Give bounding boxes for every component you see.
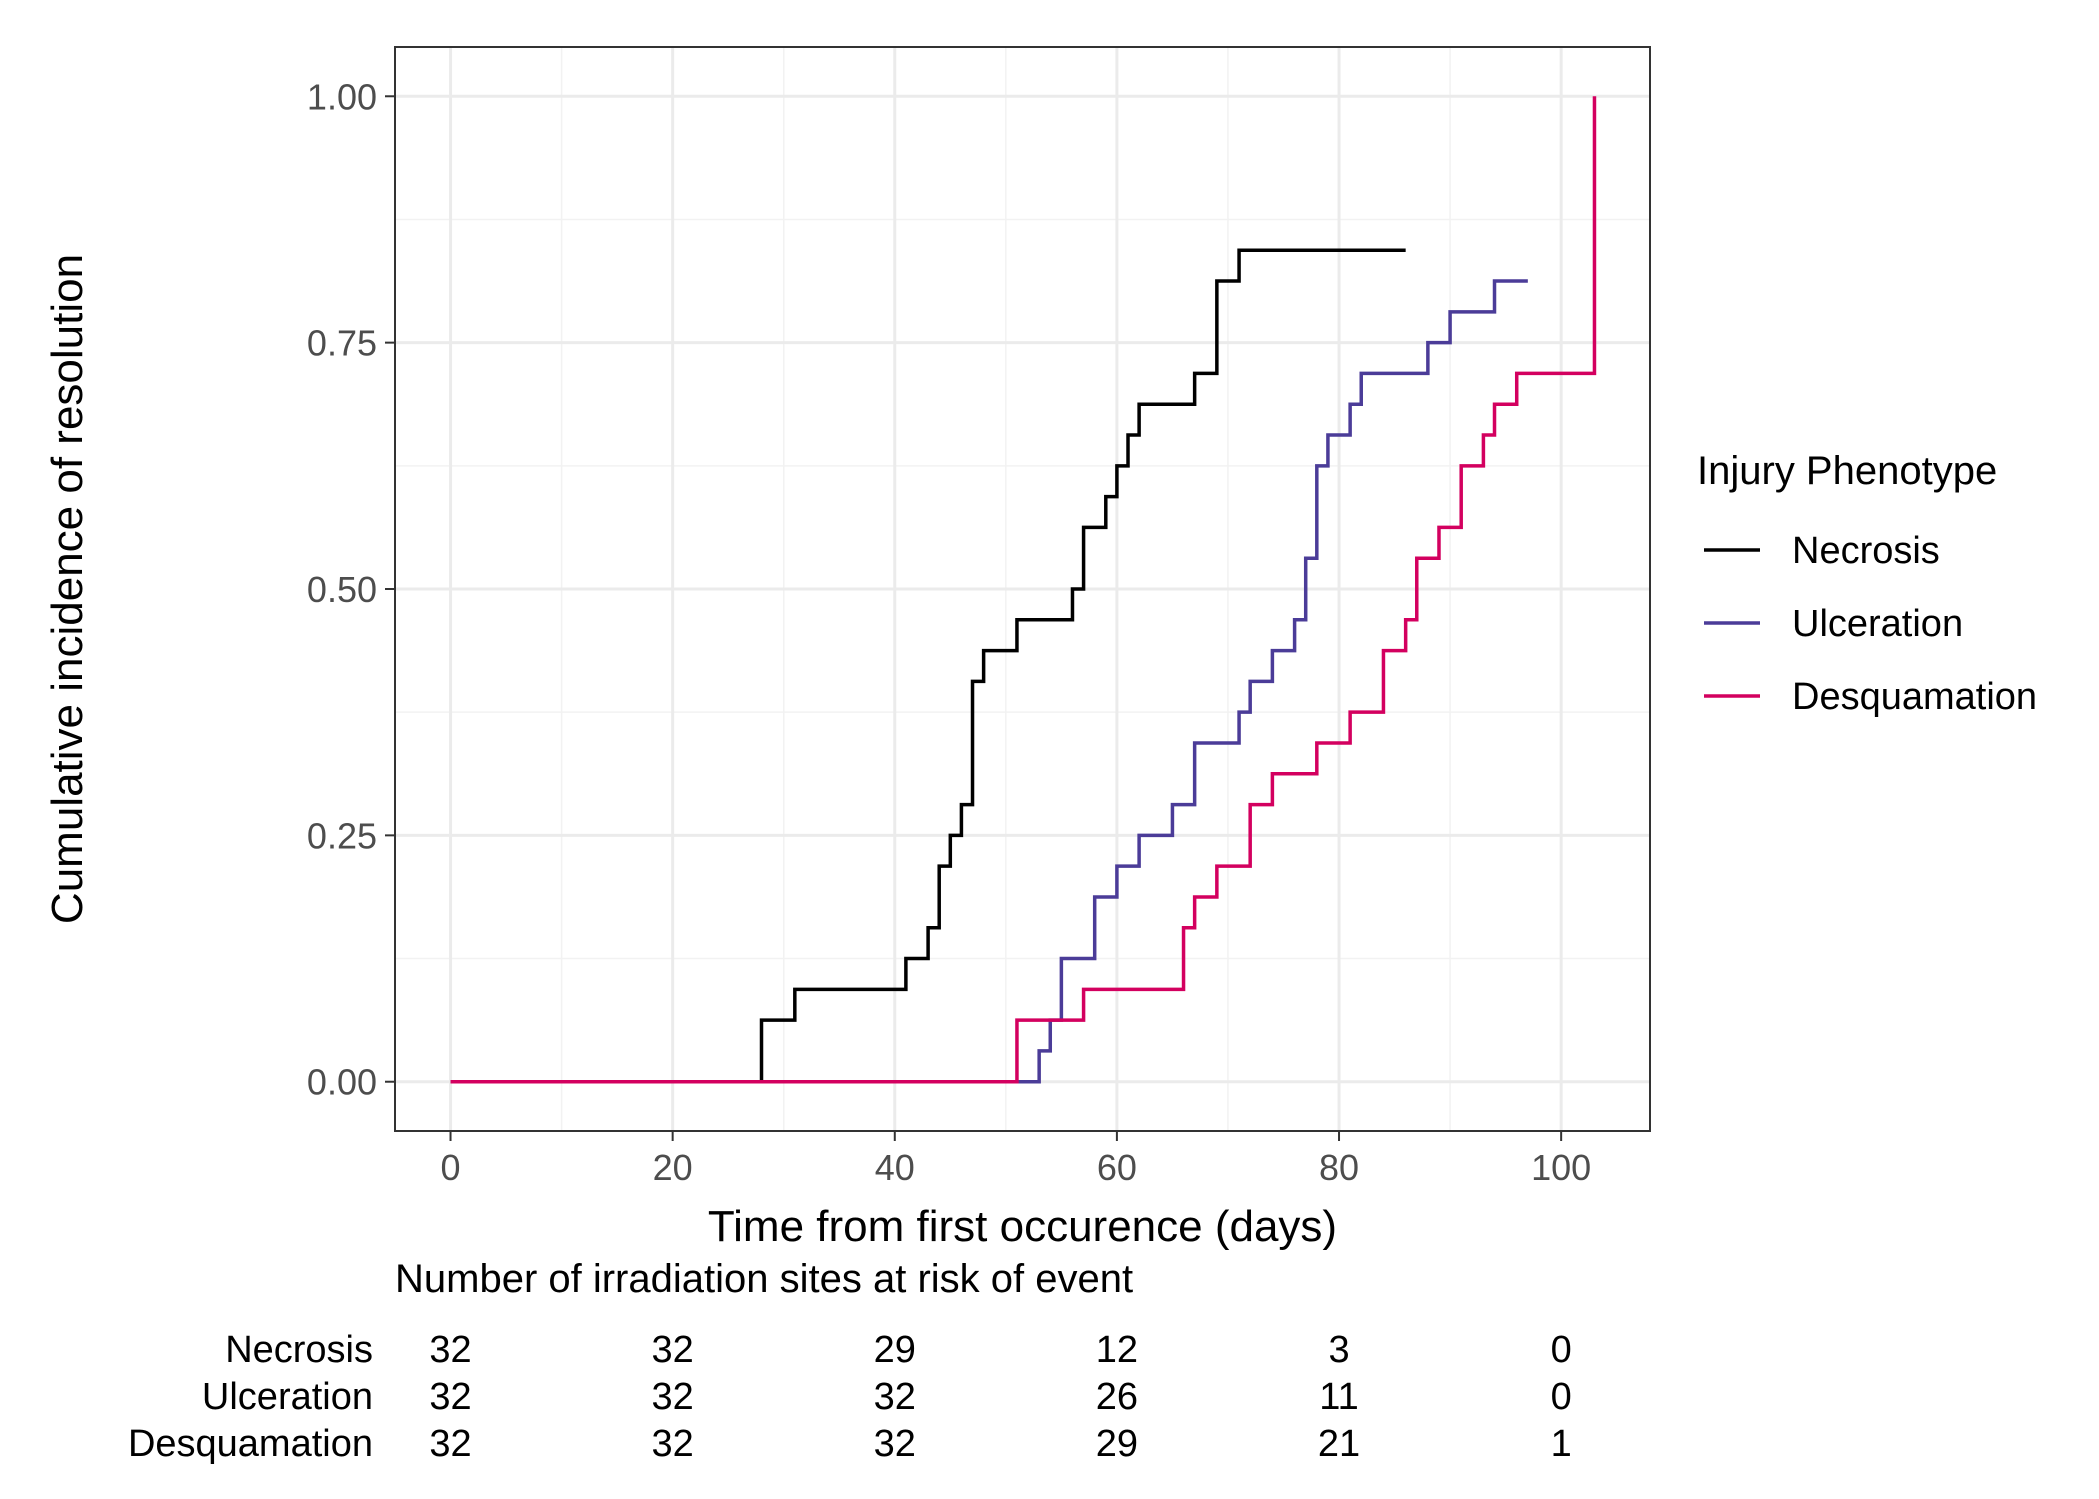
x-tick-label: 0 bbox=[441, 1147, 461, 1188]
risk-cell: 12 bbox=[1096, 1329, 1138, 1371]
risk-cell: 11 bbox=[1319, 1376, 1358, 1418]
risk-cell: 0 bbox=[1551, 1329, 1572, 1371]
x-tick-label: 20 bbox=[653, 1147, 693, 1188]
x-tick-label: 100 bbox=[1531, 1147, 1591, 1188]
risk-cell: 32 bbox=[429, 1329, 471, 1371]
y-axis-label: Cumulative incidence of resolution bbox=[43, 254, 92, 924]
series-lines bbox=[450, 96, 1597, 1084]
x-axis-label: Time from first occurence (days) bbox=[708, 1202, 1337, 1251]
risk-cell: 29 bbox=[874, 1329, 916, 1371]
risk-row-label: Desquamation bbox=[128, 1423, 373, 1465]
risk-table: Number of irradiation sites at risk of e… bbox=[128, 1257, 1572, 1465]
axes: 0 20 40 60 80 100 0.00 0.25 0.50 0.75 1.00 bbox=[307, 76, 1591, 1188]
y-tick-label: 0.50 bbox=[307, 569, 377, 610]
risk-cell: 32 bbox=[429, 1376, 471, 1418]
y-tick-label: 0.75 bbox=[307, 323, 377, 364]
risk-cell: 32 bbox=[874, 1423, 916, 1465]
series-line-ulceration bbox=[450, 279, 1528, 1084]
risk-table-title: Number of irradiation sites at risk of e… bbox=[395, 1257, 1133, 1301]
risk-cell: 21 bbox=[1318, 1423, 1360, 1465]
legend-label: Ulceration bbox=[1792, 603, 1963, 645]
risk-cell: 29 bbox=[1096, 1423, 1138, 1465]
x-tick-label: 40 bbox=[875, 1147, 915, 1188]
x-tick-label: 60 bbox=[1097, 1147, 1137, 1188]
legend-label: Desquamation bbox=[1792, 676, 2037, 718]
risk-cell: 26 bbox=[1096, 1376, 1138, 1418]
risk-row-label: Ulceration bbox=[202, 1376, 373, 1418]
risk-cell: 32 bbox=[652, 1423, 694, 1465]
legend-title: Injury Phenotype bbox=[1697, 449, 1997, 493]
y-tick-label: 0.25 bbox=[307, 815, 377, 856]
grid-lines bbox=[395, 47, 1650, 1131]
y-tick-label: 0.00 bbox=[307, 1062, 377, 1103]
x-tick-label: 80 bbox=[1319, 1147, 1359, 1188]
risk-row-label: Necrosis bbox=[225, 1329, 373, 1371]
risk-cell: 32 bbox=[652, 1329, 694, 1371]
series-line-necrosis bbox=[450, 248, 1406, 1084]
risk-cell: 32 bbox=[874, 1376, 916, 1418]
risk-cell: 0 bbox=[1551, 1376, 1572, 1418]
y-tick-label: 1.00 bbox=[307, 76, 377, 117]
legend: Injury Phenotype Necrosis Ulceration Desqu… bbox=[1697, 449, 2037, 718]
legend-label: Necrosis bbox=[1792, 530, 1940, 572]
risk-cell: 3 bbox=[1328, 1329, 1349, 1371]
risk-cell: 32 bbox=[429, 1423, 471, 1465]
series-line-desquamation bbox=[450, 96, 1597, 1084]
risk-cell: 32 bbox=[652, 1376, 694, 1418]
risk-cell: 1 bbox=[1551, 1423, 1572, 1465]
